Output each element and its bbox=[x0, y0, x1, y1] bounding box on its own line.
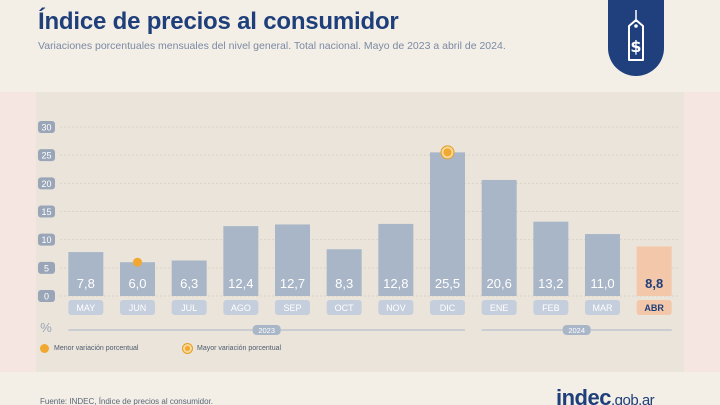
bar bbox=[120, 262, 155, 296]
svg-text:$: $ bbox=[630, 37, 641, 56]
y-tick-pill bbox=[38, 121, 55, 133]
legend-max-marker bbox=[183, 344, 192, 353]
legend-max: Mayor variación porcentual bbox=[183, 344, 281, 353]
bar bbox=[171, 260, 207, 296]
month-pill bbox=[120, 300, 155, 315]
bar bbox=[430, 152, 465, 296]
y-tick-pill bbox=[38, 290, 55, 302]
y-tick-label: 0 bbox=[44, 292, 49, 302]
page-subtitle: Variaciones porcentuales mensuales del n… bbox=[38, 40, 506, 52]
month-pill bbox=[481, 300, 517, 315]
indec-logo: indec.gob.ar bbox=[556, 385, 655, 405]
month-pill bbox=[533, 300, 569, 315]
month-pill bbox=[68, 300, 104, 315]
bar-value-label: 6,3 bbox=[180, 276, 198, 291]
year-label: 2023 bbox=[258, 326, 275, 335]
y-tick-pill bbox=[38, 177, 55, 190]
x-tick-label: NOV bbox=[386, 303, 406, 313]
y-tick-pill bbox=[38, 233, 55, 246]
y-tick-label: 30 bbox=[41, 123, 51, 133]
decorative-strip-left bbox=[0, 92, 36, 372]
month-pill bbox=[585, 300, 620, 315]
bar bbox=[585, 234, 620, 296]
month-pill bbox=[378, 300, 414, 315]
month-pill bbox=[636, 300, 672, 315]
max-marker-core bbox=[443, 148, 452, 157]
bar bbox=[326, 249, 362, 296]
bar-value-label: 12,4 bbox=[228, 276, 253, 291]
y-tick-pill bbox=[38, 205, 55, 218]
y-tick-label: 5 bbox=[44, 263, 49, 273]
bar-value-label: 12,7 bbox=[280, 276, 305, 291]
bar bbox=[533, 221, 569, 296]
bar bbox=[636, 246, 672, 296]
x-tick-label: MAY bbox=[76, 303, 95, 313]
y-tick-label: 10 bbox=[41, 235, 51, 245]
legend-min: Menor variación porcentual bbox=[40, 344, 138, 353]
y-tick-pill bbox=[38, 149, 55, 162]
x-tick-label: DIC bbox=[440, 303, 456, 313]
x-tick-label: AGO bbox=[231, 303, 251, 313]
bar-value-label: 7,8 bbox=[77, 276, 95, 291]
x-tick-label: JUL bbox=[181, 303, 197, 313]
logo-domain: .gob.ar bbox=[610, 392, 655, 405]
year-label: 2024 bbox=[568, 326, 585, 335]
bar bbox=[378, 223, 414, 296]
bar-value-label: 25,5 bbox=[435, 276, 460, 291]
min-marker bbox=[133, 257, 142, 267]
bar bbox=[275, 224, 310, 296]
decorative-strip-right bbox=[684, 92, 720, 372]
x-tick-label: ENE bbox=[490, 303, 509, 313]
logo-main: indec bbox=[556, 385, 611, 405]
y-tick-label: 15 bbox=[41, 207, 51, 217]
bar bbox=[68, 252, 104, 296]
bar-value-label: 8,8 bbox=[645, 276, 663, 291]
month-pill bbox=[326, 300, 362, 315]
y-unit-label: % bbox=[40, 320, 52, 335]
bar-value-label: 11,0 bbox=[590, 276, 614, 291]
month-pill bbox=[430, 300, 465, 315]
y-tick-label: 20 bbox=[41, 179, 51, 189]
y-tick-label: 25 bbox=[41, 151, 51, 161]
month-pill bbox=[171, 300, 207, 315]
bar-value-label: 13,2 bbox=[538, 276, 563, 291]
x-tick-label: SEP bbox=[283, 303, 301, 313]
bar-value-label: 12,8 bbox=[383, 276, 408, 291]
x-tick-label: JUN bbox=[129, 303, 147, 313]
legend-min-label: Menor variación porcentual bbox=[54, 345, 139, 352]
bar bbox=[223, 226, 259, 296]
price-tag-dollar-icon: $ bbox=[628, 10, 644, 61]
x-tick-label: OCT bbox=[335, 303, 355, 313]
x-tick-label: MAR bbox=[593, 303, 614, 313]
legend-min-marker bbox=[40, 344, 49, 353]
month-pill bbox=[275, 300, 310, 315]
legend-max-label: Mayor variación porcentual bbox=[197, 345, 282, 352]
price-tag-badge: $ bbox=[608, 0, 664, 76]
bar bbox=[481, 179, 517, 296]
source-note: Fuente: INDEC, Índice de precios al cons… bbox=[40, 397, 213, 405]
y-tick-pill bbox=[38, 261, 55, 274]
bar-value-label: 8,3 bbox=[335, 276, 353, 291]
x-tick-label: FEB bbox=[542, 303, 560, 313]
year-pill bbox=[252, 325, 281, 335]
page-title: Índice de precios al consumidor bbox=[38, 8, 399, 35]
x-tick-label: ABR bbox=[644, 303, 664, 313]
bar-value-label: 6,0 bbox=[128, 276, 146, 291]
bar-value-label: 20,6 bbox=[487, 276, 512, 291]
month-pill bbox=[223, 300, 259, 315]
year-pill bbox=[562, 325, 591, 335]
